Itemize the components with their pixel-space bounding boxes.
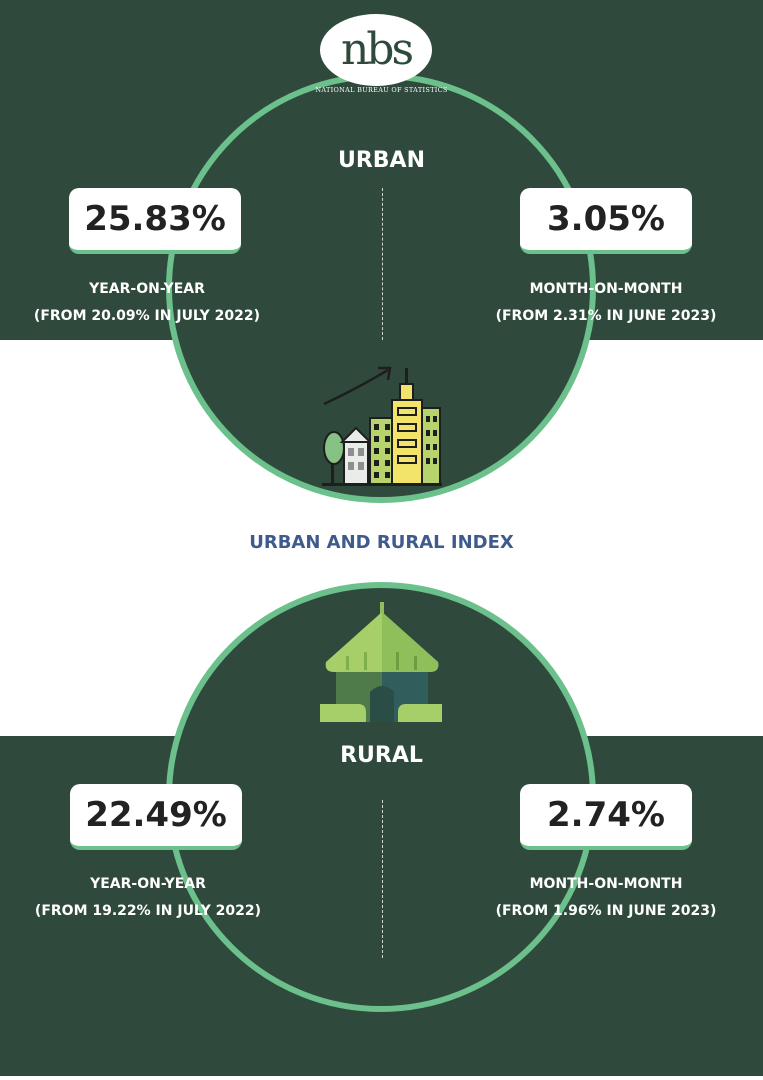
nbs-logo: nbs: [320, 14, 432, 86]
rural-mom-value: 2.74%: [520, 784, 692, 850]
logo-caption: NATIONAL BUREAU OF STATISTICS: [315, 86, 448, 94]
urban-yoy-note: (FROM 20.09% IN JULY 2022): [33, 308, 261, 324]
city-buildings-growth-icon: [322, 366, 442, 486]
urban-mom-value: 3.05%: [520, 188, 692, 254]
rural-mom-note: (FROM 1.96% IN JUNE 2023): [495, 903, 717, 919]
rural-mom-label: MONTH-ON-MONTH: [529, 876, 683, 892]
urban-yoy-label: YEAR-ON-YEAR: [89, 281, 205, 297]
rural-mom-caption: MONTH-ON-MONTH (FROM 1.96% IN JUNE 2023): [466, 871, 746, 925]
urban-mom-label: MONTH-ON-MONTH: [529, 281, 683, 297]
rural-yoy-caption: YEAR-ON-YEAR (FROM 19.22% IN JULY 2022): [8, 871, 288, 925]
urban-rural-index-title: URBAN AND RURAL INDEX: [249, 532, 514, 553]
urban-mom-note: (FROM 2.31% IN JUNE 2023): [495, 308, 717, 324]
urban-divider-top: [382, 188, 383, 340]
logo-text: nbs: [340, 24, 414, 75]
rural-yoy-note: (FROM 19.22% IN JULY 2022): [34, 903, 262, 919]
rural-title: RURAL: [340, 743, 423, 768]
rural-divider: [382, 800, 383, 958]
urban-yoy-caption: YEAR-ON-YEAR (FROM 20.09% IN JULY 2022): [7, 276, 287, 330]
urban-mom-caption: MONTH-ON-MONTH (FROM 2.31% IN JUNE 2023): [466, 276, 746, 330]
urban-yoy-value: 25.83%: [69, 188, 241, 254]
rural-yoy-value: 22.49%: [70, 784, 242, 850]
rural-hut-icon: [320, 602, 442, 722]
urban-title: URBAN: [337, 148, 425, 173]
rural-yoy-label: YEAR-ON-YEAR: [90, 876, 206, 892]
